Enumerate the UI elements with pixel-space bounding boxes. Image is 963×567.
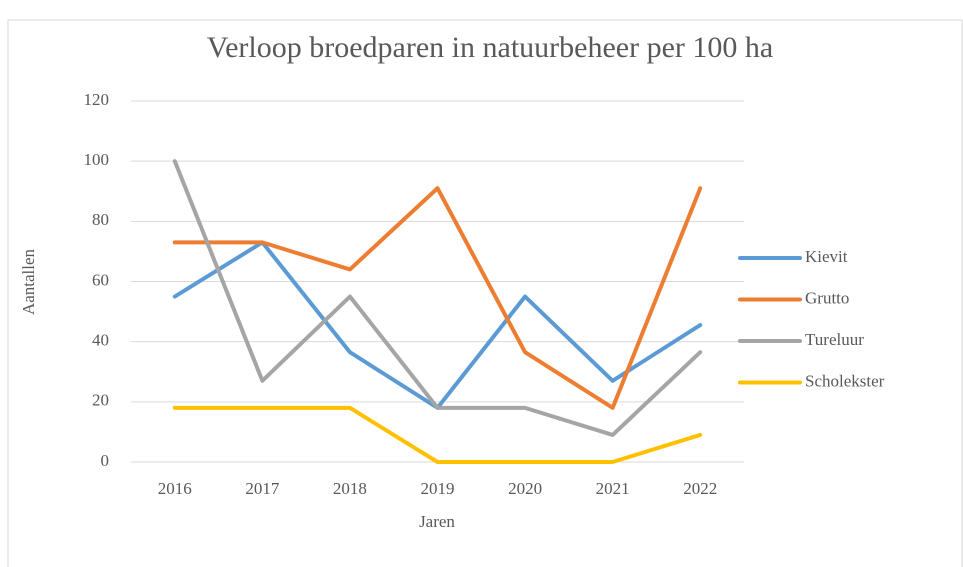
x-tick-label: 2016 bbox=[158, 479, 192, 498]
legend-label: Scholekster bbox=[805, 371, 885, 390]
y-tick-label: 60 bbox=[92, 270, 109, 289]
x-tick-label: 2019 bbox=[421, 479, 455, 498]
y-tick-label: 120 bbox=[84, 90, 110, 109]
legend-label: Tureluur bbox=[805, 330, 864, 349]
series-line bbox=[172, 186, 703, 410]
series-line bbox=[172, 405, 703, 464]
y-tick-label: 20 bbox=[92, 391, 109, 410]
y-tick-label: 40 bbox=[92, 331, 109, 350]
y-axis-label: Aantallen bbox=[19, 248, 38, 315]
legend-label: Grutto bbox=[805, 288, 849, 307]
legend-label: Kievit bbox=[805, 247, 848, 266]
y-tick-label: 100 bbox=[84, 150, 110, 169]
x-tick-label: 2021 bbox=[596, 479, 630, 498]
x-tick-label: 2017 bbox=[245, 479, 280, 498]
y-tick-label: 80 bbox=[92, 210, 109, 229]
x-axis-label: Jaren bbox=[419, 512, 455, 531]
y-tick-label: 0 bbox=[101, 451, 110, 470]
series-line bbox=[172, 159, 703, 437]
x-tick-label: 2018 bbox=[333, 479, 367, 498]
chart-frame bbox=[7, 19, 963, 567]
x-tick-label: 2022 bbox=[683, 479, 717, 498]
x-tick-label: 2020 bbox=[508, 479, 542, 498]
chart-title: Verloop broedparen in natuurbeheer per 1… bbox=[207, 31, 773, 64]
